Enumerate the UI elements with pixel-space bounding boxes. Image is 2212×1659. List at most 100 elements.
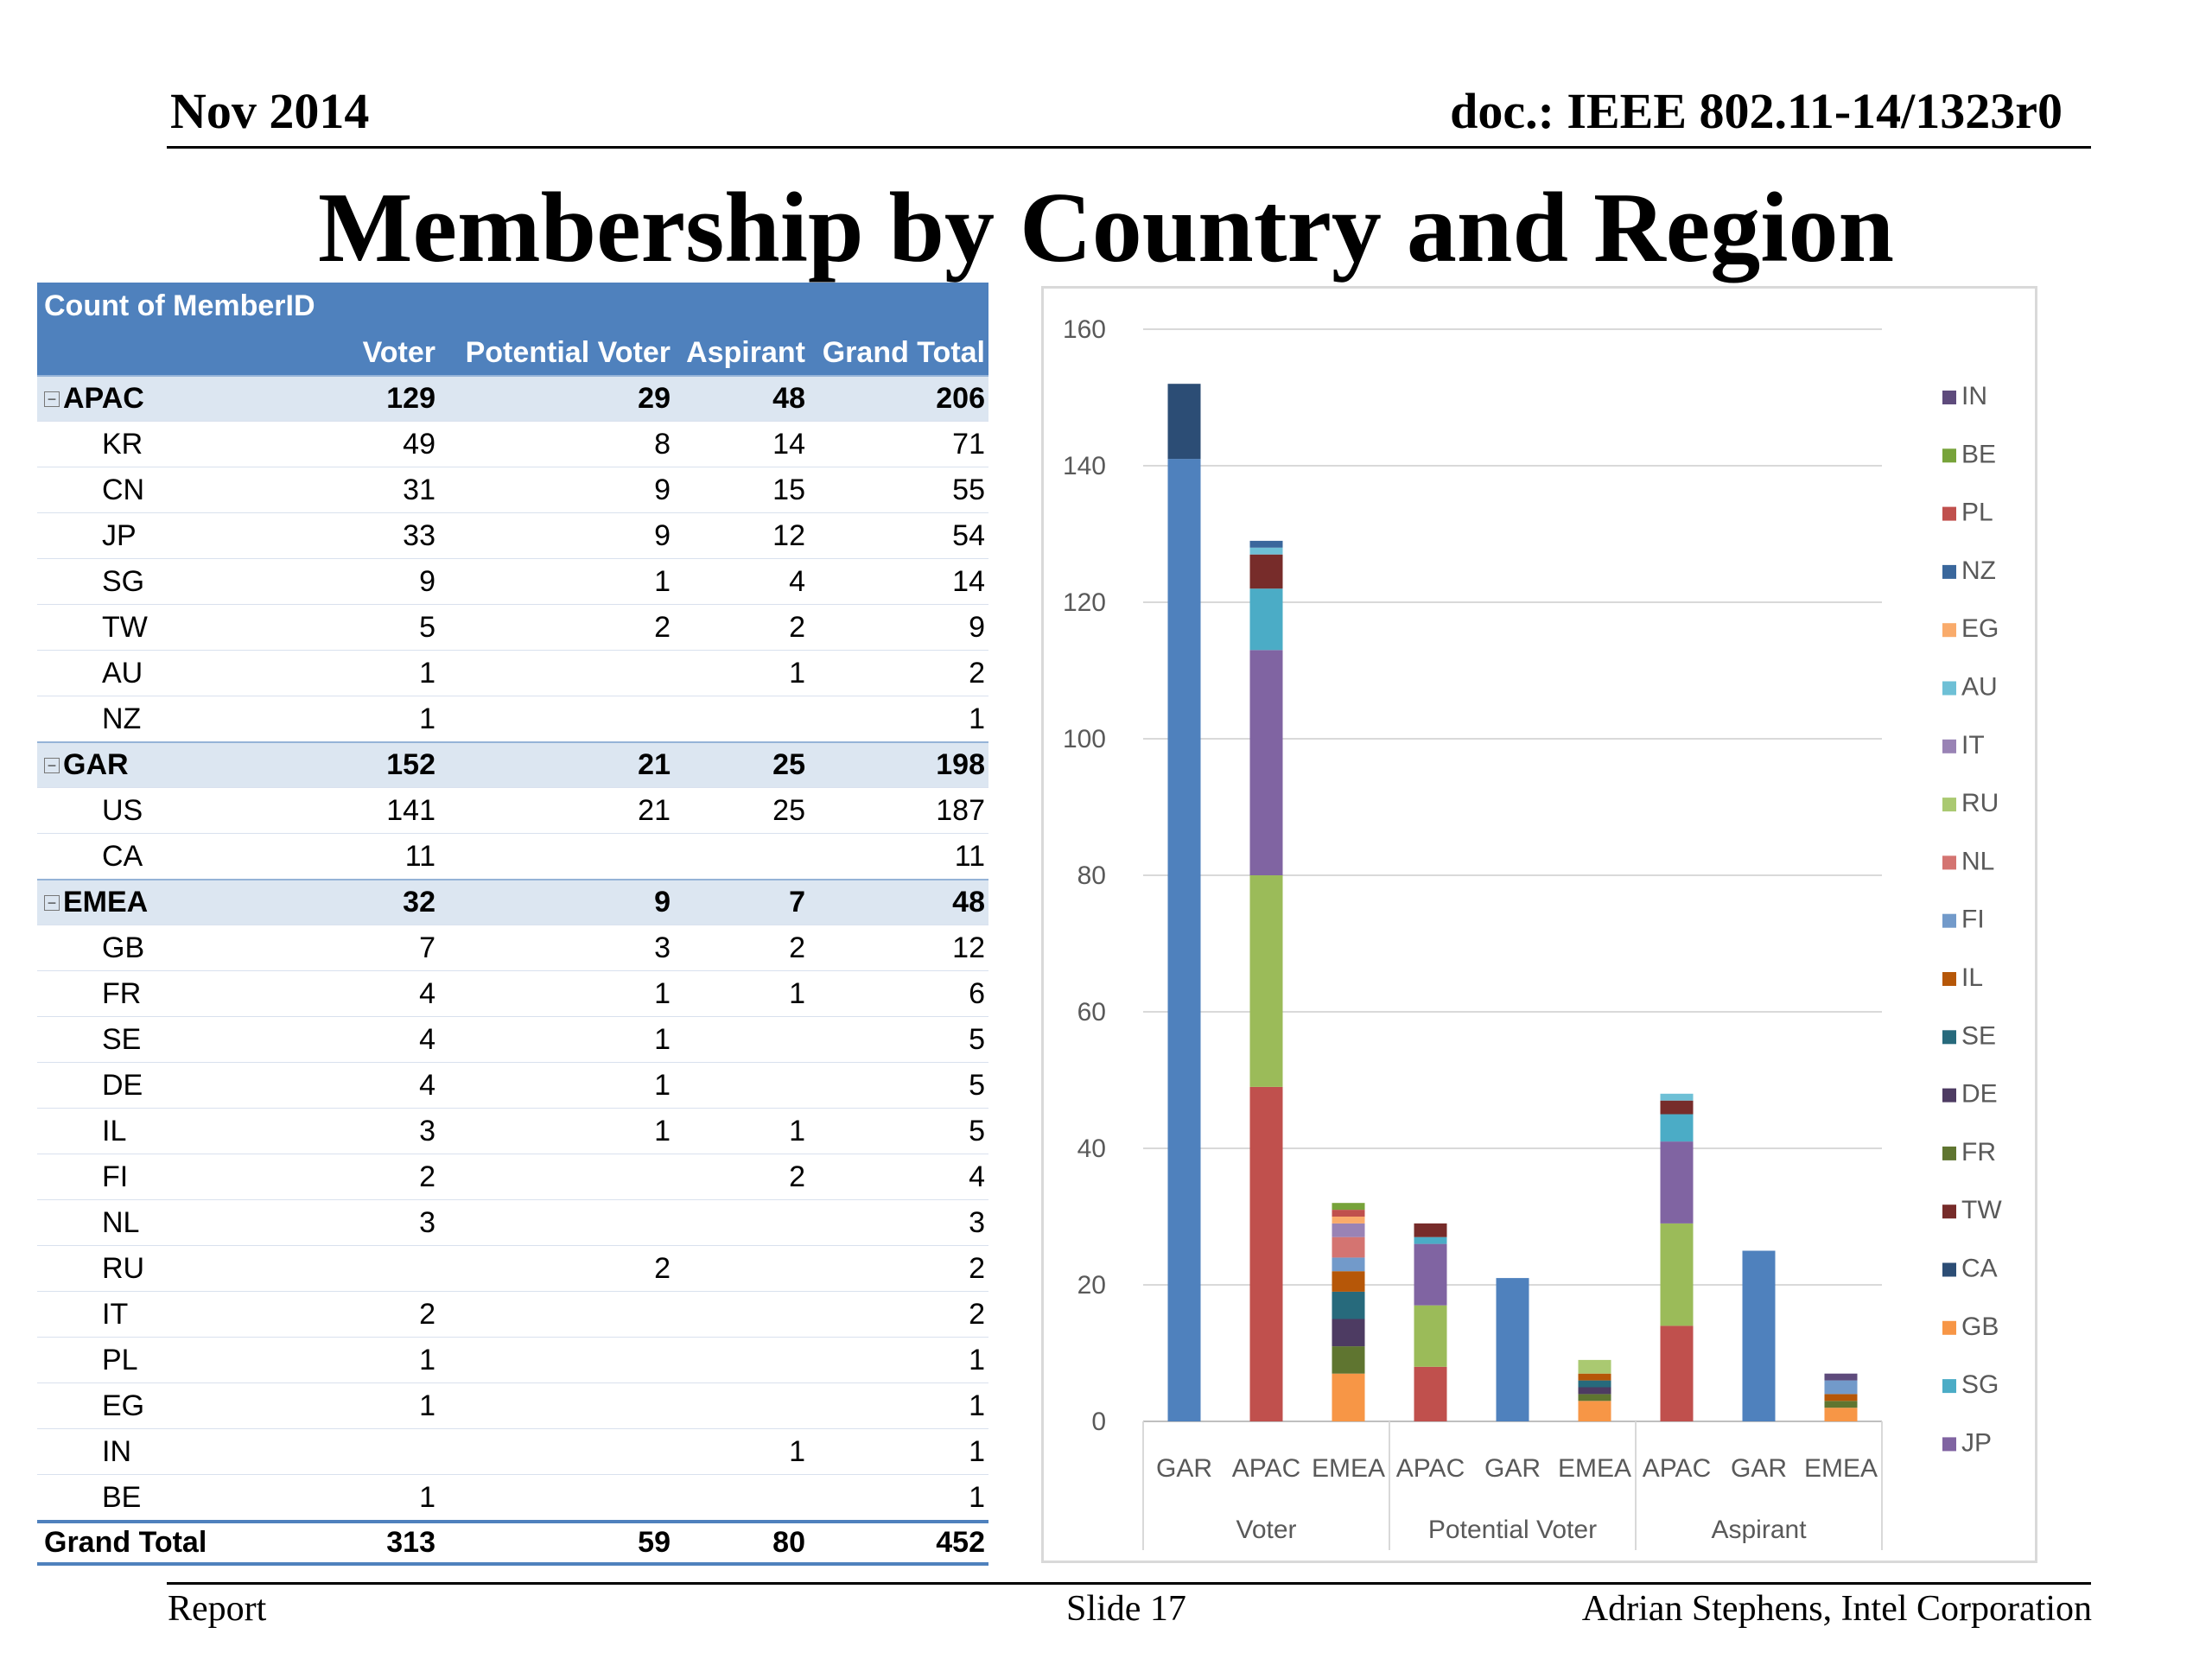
cell-aspirant: 4	[789, 564, 805, 598]
x-group-label: Aspirant	[1711, 1516, 1807, 1544]
legend-swatch	[1942, 855, 1956, 870]
group-potential: 21	[638, 748, 671, 781]
cell-aspirant: 14	[772, 427, 805, 461]
bar-segment-sg	[1249, 588, 1283, 651]
cell-total: 5	[969, 1114, 985, 1147]
legend-label: NZ	[1961, 556, 1996, 585]
grand-total-total: 452	[936, 1526, 985, 1559]
group-voter: 152	[386, 748, 435, 781]
cell-potential: 2	[654, 1251, 671, 1285]
legend-label: EG	[1961, 614, 1999, 643]
cell-voter: 1	[419, 702, 435, 735]
legend-label: PL	[1961, 499, 1993, 527]
cell-total: 1	[969, 702, 985, 735]
bar-segment-gb	[1578, 1401, 1611, 1421]
country-code: US	[102, 793, 143, 827]
cell-voter: 1	[419, 1480, 435, 1514]
cell-potential: 9	[654, 473, 671, 506]
legend-label: IN	[1961, 382, 1987, 410]
cell-total: 14	[952, 564, 985, 598]
bar-segment-jp	[1249, 650, 1283, 875]
cell-total: 54	[952, 518, 985, 552]
x-tick-label: APAC	[1232, 1454, 1300, 1483]
cell-potential: 3	[654, 931, 671, 964]
country-code: DE	[102, 1068, 143, 1102]
col-header-voter: Voter	[362, 335, 435, 369]
bar-segment-jp	[1660, 1141, 1694, 1224]
cell-voter: 7	[419, 931, 435, 964]
country-code: AU	[102, 656, 143, 690]
legend-label: IT	[1961, 731, 1985, 760]
col-header-grand-total: Grand Total	[822, 335, 985, 369]
cell-potential: 21	[638, 793, 671, 827]
cell-total: 55	[952, 473, 985, 506]
group-voter: 32	[403, 886, 435, 918]
legend-swatch	[1942, 1030, 1956, 1045]
bar-segment-fr	[1578, 1394, 1611, 1402]
bar-segment-tw	[1660, 1100, 1694, 1115]
y-tick-label: 80	[1077, 861, 1106, 890]
country-code: IL	[102, 1114, 127, 1147]
bar-segment-au	[1249, 547, 1283, 555]
legend-label: BE	[1961, 440, 1996, 468]
footer-rule	[167, 1582, 2091, 1585]
cell-aspirant: 1	[789, 1114, 805, 1147]
cell-total: 5	[969, 1022, 985, 1056]
collapse-toggle-icon[interactable]: −	[44, 894, 60, 911]
table-row: SG 9 1 4 14	[37, 558, 988, 604]
country-code: NL	[102, 1205, 140, 1239]
cell-total: 187	[936, 793, 985, 827]
pivot-caption: Count of MemberID	[37, 283, 988, 330]
table-row: RU 2 2	[37, 1245, 988, 1291]
table-row: PL 1 1	[37, 1337, 988, 1382]
footer-left: Report	[168, 1589, 267, 1629]
group-row-gar: − GAR 152 21 25 198	[37, 741, 988, 787]
bar-segment-pl	[1332, 1210, 1365, 1217]
bar-segment-de	[1332, 1319, 1365, 1347]
bar-segment-fr	[1332, 1346, 1365, 1374]
grand-total-label: Grand Total	[44, 1526, 207, 1559]
bar-segment-se	[1332, 1291, 1365, 1319]
pivot-body: − APAC 129 29 48 206 KR 49 8 14 71 CN 31 9 15 55 JP 33 9 12…	[37, 375, 988, 1520]
table-row: NL 3 3	[37, 1199, 988, 1245]
collapse-toggle-icon[interactable]: −	[44, 757, 60, 773]
y-tick-label: 0	[1091, 1408, 1106, 1436]
legend-swatch	[1942, 564, 1956, 579]
bar-segment-gb	[1824, 1408, 1858, 1421]
y-tick-label: 160	[1063, 315, 1106, 344]
table-row: FR 4 1 1 6	[37, 970, 988, 1016]
cell-aspirant: 1	[789, 1434, 805, 1468]
legend-label: AU	[1961, 673, 1998, 702]
legend-label: NL	[1961, 847, 1994, 875]
bar-segment-sg	[1660, 1114, 1694, 1142]
cell-potential: 1	[654, 1068, 671, 1102]
country-code: TW	[102, 610, 148, 644]
bar-segment-il	[1578, 1373, 1611, 1381]
bar-segment-kr	[1414, 1366, 1447, 1421]
legend-swatch	[1942, 972, 1956, 986]
cell-voter: 4	[419, 976, 435, 1010]
table-row: CN 31 9 15 55	[37, 467, 988, 512]
table-row: EG 1 1	[37, 1382, 988, 1428]
bar-segment-nl	[1332, 1236, 1365, 1258]
cell-total: 1	[969, 1389, 985, 1422]
legend-swatch	[1942, 1379, 1956, 1394]
bar-segment-cn	[1249, 875, 1283, 1087]
group-row-emea: − EMEA 32 9 7 48	[37, 879, 988, 925]
collapse-toggle-icon[interactable]: −	[44, 391, 60, 407]
table-row: IT 2 2	[37, 1291, 988, 1337]
bar-segment-il	[1824, 1394, 1858, 1402]
cell-voter: 11	[404, 839, 435, 873]
group-name: GAR	[63, 748, 129, 781]
cell-voter: 3	[419, 1114, 435, 1147]
header-date: Nov 2014	[170, 83, 370, 139]
table-row: DE 4 1 5	[37, 1062, 988, 1108]
bar-segment-de	[1578, 1387, 1611, 1395]
country-code: BE	[102, 1480, 142, 1514]
table-row: US 141 21 25 187	[37, 787, 988, 833]
table-row: NZ 1 1	[37, 696, 988, 741]
bar-segment-au	[1660, 1093, 1694, 1101]
legend-label: JP	[1961, 1428, 1992, 1457]
y-tick-label: 100	[1063, 725, 1106, 753]
legend-swatch	[1942, 1320, 1956, 1335]
